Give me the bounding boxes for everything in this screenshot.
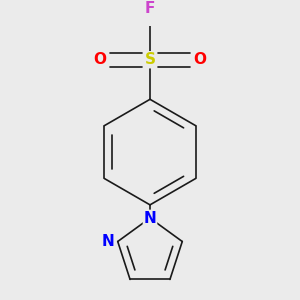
Text: O: O bbox=[194, 52, 206, 67]
Text: N: N bbox=[101, 234, 114, 249]
Text: N: N bbox=[144, 211, 156, 226]
Text: S: S bbox=[145, 52, 155, 67]
Text: F: F bbox=[145, 2, 155, 16]
Text: O: O bbox=[94, 52, 106, 67]
